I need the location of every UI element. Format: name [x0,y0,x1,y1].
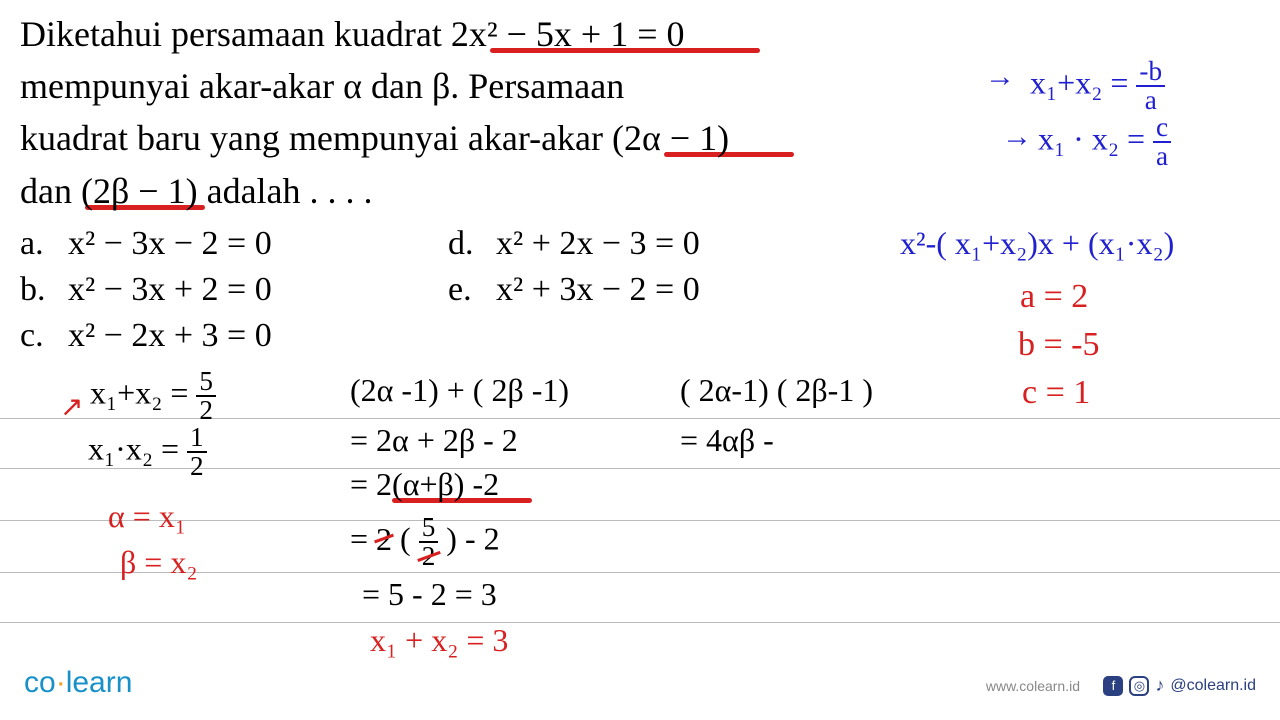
problem-line1-pre: Diketahui persamaan kuadrat [20,14,451,54]
problem-line1-eq: 2x² − 5x + 1 = 0 [451,14,685,54]
annot-arrow3: ↗ [60,390,83,424]
annot-a-val: a = 2 [1020,278,1088,316]
option-label-c: c. [20,317,68,355]
tiktok-icon: ♪ [1155,675,1164,696]
annot-sum-calc: x₁+x₂ = 52 [90,368,216,424]
logo: co·learn [24,666,132,700]
option-label-d: d. [448,225,496,263]
annot-c-val: c = 1 [1022,374,1090,412]
annot-alpha: α = x₁ [108,498,186,535]
problem-line3-pre: kuadrat baru yang mempunyai akar-akar [20,118,612,158]
problem-line4-post: adalah . . . . [198,171,373,211]
problem-line2: mempunyai akar-akar α dan β. Persamaan [20,60,729,112]
work1-result: x₁ + x₂ = 3 [370,622,508,659]
problem-line4-eq: (2β − 1) [81,171,198,211]
annot-b-val: b = -5 [1018,326,1100,364]
annot-arrow2: → [1002,120,1032,154]
annot-beta: β = x₂ [120,544,197,581]
social-group: f ◎ ♪ @colearn.id [1103,675,1256,696]
logo-dot: · [56,666,66,699]
work2-line2: = 4αβ - [680,422,774,459]
work1-line1: (2α -1) + ( 2β -1) [350,372,569,409]
annot-prod-formula: x₁ · x₂ = ca [1038,114,1171,170]
work2-line1: ( 2α-1) ( 2β-1 ) [680,372,873,409]
option-label-b: b. [20,271,68,309]
work1-line3: = 2(α+β) -2 [350,466,499,503]
ruled-line [0,622,1280,623]
answer-options: a. x² − 3x − 2 = 0 d. x² + 2x − 3 = 0 b.… [20,225,700,363]
annot-arrow1: → [985,60,1015,94]
annot-template: x²-( x₁+x₂)x + (x₁·x₂) [900,225,1174,262]
option-d: x² + 2x − 3 = 0 [496,225,700,263]
instagram-icon: ◎ [1129,676,1149,696]
work1-line4: = 2 ( 52 ) - 2 [350,514,500,570]
facebook-icon: f [1103,676,1123,696]
annot-prod-calc: x₁·x₂ = 12 [88,424,207,480]
social-handle: @colearn.id [1170,677,1256,695]
option-label-a: a. [20,225,68,263]
problem-line3-eq: (2α − 1) [612,118,729,158]
option-c: x² − 2x + 3 = 0 [68,317,448,355]
option-a: x² − 3x − 2 = 0 [68,225,448,263]
website-text: www.colearn.id [986,678,1080,694]
option-label-e: e. [448,271,496,309]
footer: co·learn www.colearn.id f ◎ ♪ @colearn.i… [0,668,1280,708]
work1-line2: = 2α + 2β - 2 [350,422,518,459]
option-b: x² − 3x + 2 = 0 [68,271,448,309]
problem-statement: Diketahui persamaan kuadrat 2x² − 5x + 1… [20,8,729,217]
ruled-line [0,520,1280,521]
option-e: x² + 3x − 2 = 0 [496,271,700,309]
work1-line5: = 5 - 2 = 3 [362,576,497,613]
problem-line4-pre: dan [20,171,81,211]
annot-sum-formula: x₁+x₂ = -ba [1030,58,1165,114]
